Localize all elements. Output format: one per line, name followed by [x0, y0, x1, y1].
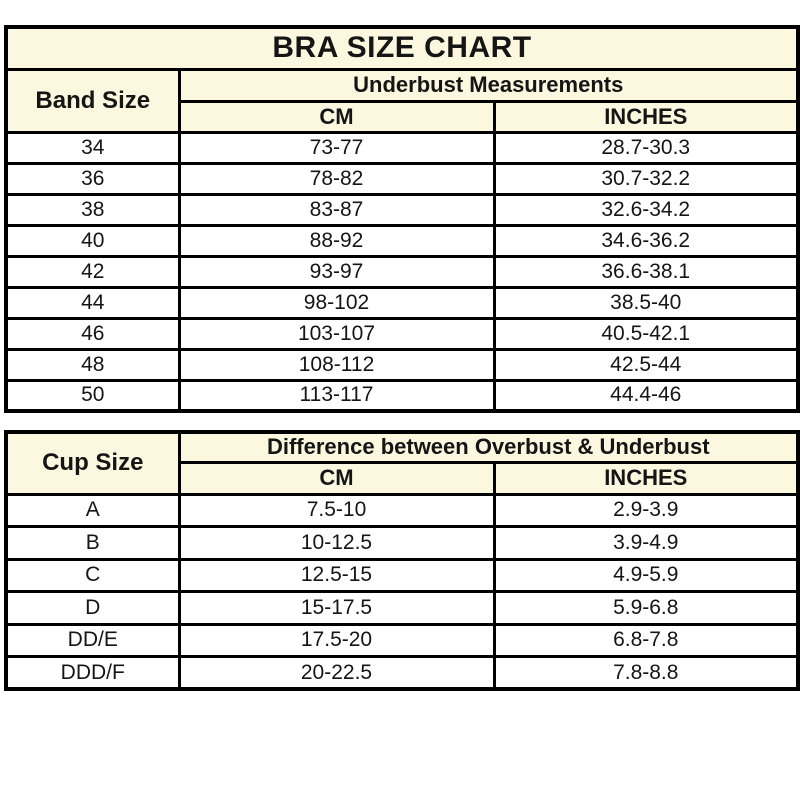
band-size-cell: 42	[4, 254, 181, 289]
inches-cell: 44.4-46	[492, 378, 800, 413]
band-size-cell: 46	[4, 316, 181, 351]
band-inches-header: INCHES	[492, 99, 800, 134]
cm-cell: 73-77	[177, 130, 496, 165]
table-row: 36 78-82 30.7-32.2	[4, 161, 800, 196]
inches-cell: 34.6-36.2	[492, 223, 800, 258]
cm-cell: 20-22.5	[177, 655, 496, 691]
table-row: 48 108-112 42.5-44	[4, 347, 800, 382]
cm-cell: 83-87	[177, 192, 496, 227]
table-row: 50 113-117 44.4-46	[4, 378, 800, 413]
cm-cell: 78-82	[177, 161, 496, 196]
table-row: 34 73-77 28.7-30.3	[4, 130, 800, 165]
inches-cell: 4.9-5.9	[492, 557, 800, 593]
table-row: D 15-17.5 5.9-6.8	[4, 590, 800, 626]
cm-cell: 12.5-15	[177, 557, 496, 593]
table-row: A 7.5-10 2.9-3.9	[4, 492, 800, 528]
cup-cm-header: CM	[177, 460, 496, 496]
inches-cell: 36.6-38.1	[492, 254, 800, 289]
cm-cell: 93-97	[177, 254, 496, 289]
cup-size-cell: DDD/F	[4, 655, 181, 691]
inches-cell: 40.5-42.1	[492, 316, 800, 351]
table-row: 38 83-87 32.6-34.2	[4, 192, 800, 227]
cup-size-cell: D	[4, 590, 181, 626]
band-group-header-row: Band Size Underbust Measurements	[4, 67, 800, 134]
cup-unit-header-row: CM INCHES	[6, 460, 800, 496]
inches-cell: 42.5-44	[492, 347, 800, 382]
inches-cell: 6.8-7.8	[492, 622, 800, 658]
cup-inches-header: INCHES	[492, 460, 800, 496]
cup-size-cell: C	[4, 557, 181, 593]
table-row: 46 103-107 40.5-42.1	[4, 316, 800, 351]
band-size-table: BRA SIZE CHART Band Size Underbust Measu…	[4, 25, 800, 413]
inches-cell: 30.7-32.2	[492, 161, 800, 196]
band-size-cell: 36	[4, 161, 181, 196]
band-size-cell: 40	[4, 223, 181, 258]
table-row: 44 98-102 38.5-40	[4, 285, 800, 320]
cm-cell: 7.5-10	[177, 492, 496, 528]
band-unit-header-row: CM INCHES	[6, 99, 800, 134]
table-row: 40 88-92 34.6-36.2	[4, 223, 800, 258]
band-size-header: Band Size	[4, 67, 181, 134]
inches-cell: 3.9-4.9	[492, 525, 800, 561]
cm-cell: 113-117	[177, 378, 496, 413]
cup-size-cell: A	[4, 492, 181, 528]
page-title: BRA SIZE CHART	[4, 25, 800, 71]
cup-size-cell: DD/E	[4, 622, 181, 658]
band-cm-header: CM	[177, 99, 496, 134]
difference-header: Difference between Overbust & Underbust	[177, 430, 800, 464]
underbust-measurements-header: Underbust Measurements	[177, 67, 800, 103]
cm-cell: 17.5-20	[177, 622, 496, 658]
inches-cell: 28.7-30.3	[492, 130, 800, 165]
cm-cell: 103-107	[177, 316, 496, 351]
cm-cell: 98-102	[177, 285, 496, 320]
inches-cell: 2.9-3.9	[492, 492, 800, 528]
band-size-cell: 50	[4, 378, 181, 413]
bra-size-chart-page: BRA SIZE CHART Band Size Underbust Measu…	[4, 25, 800, 691]
table-row: 42 93-97 36.6-38.1	[4, 254, 800, 289]
table-row: B 10-12.5 3.9-4.9	[4, 525, 800, 561]
table-row: DD/E 17.5-20 6.8-7.8	[4, 622, 800, 658]
table-row: C 12.5-15 4.9-5.9	[4, 557, 800, 593]
cup-size-header: Cup Size	[4, 430, 181, 496]
cup-size-cell: B	[4, 525, 181, 561]
inches-cell: 38.5-40	[492, 285, 800, 320]
cup-group-header-row: Cup Size Difference between Overbust & U…	[4, 430, 800, 496]
cm-cell: 88-92	[177, 223, 496, 258]
table-row: DDD/F 20-22.5 7.8-8.8	[4, 655, 800, 691]
inches-cell: 5.9-6.8	[492, 590, 800, 626]
inches-cell: 7.8-8.8	[492, 655, 800, 691]
band-size-cell: 48	[4, 347, 181, 382]
cm-cell: 10-12.5	[177, 525, 496, 561]
band-size-cell: 34	[4, 130, 181, 165]
cm-cell: 15-17.5	[177, 590, 496, 626]
band-size-cell: 44	[4, 285, 181, 320]
band-size-cell: 38	[4, 192, 181, 227]
cm-cell: 108-112	[177, 347, 496, 382]
title-row: BRA SIZE CHART	[4, 25, 800, 71]
cup-size-table: Cup Size Difference between Overbust & U…	[4, 430, 800, 691]
inches-cell: 32.6-34.2	[492, 192, 800, 227]
